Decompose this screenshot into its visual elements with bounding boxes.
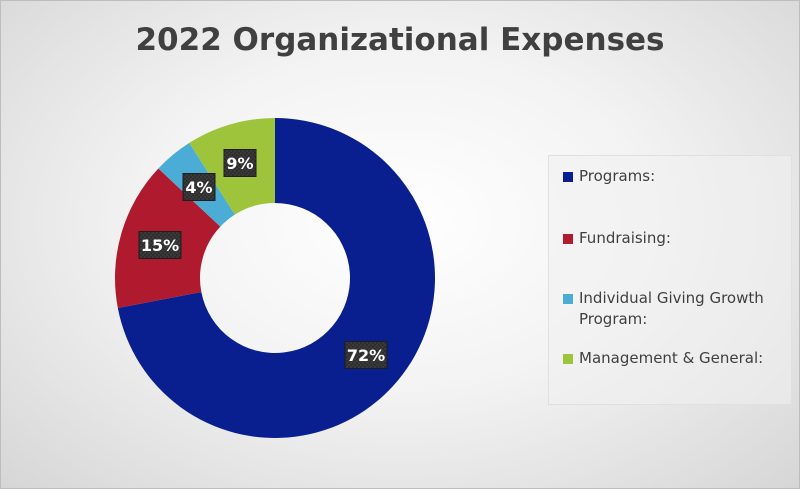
legend-label-individual-giving: Individual Giving Growth Program: [579,289,764,328]
data-label-individual-giving: 4% [182,173,216,201]
data-label-box-fundraising [138,231,182,259]
data-label-programs: 72% [344,341,388,369]
data-label-fundraising: 15% [138,231,182,259]
data-label-text-individual-giving: 4% [185,178,212,197]
data-label-box-individual-giving [182,173,216,201]
legend-label-programs: Programs: [579,167,656,185]
legend-label-fundraising: Fundraising: [579,229,671,247]
legend-swatch-individual-giving [563,294,573,304]
data-label-text-fundraising: 15% [141,236,179,255]
legend-swatch-management [563,354,573,364]
legend-swatch-programs [563,172,573,182]
legend-label-management: Management & General: [579,349,764,367]
chart-title: 2022 Organizational Expenses [135,22,665,58]
data-label-box-management [223,149,257,177]
data-label-text-management: 9% [226,154,253,173]
data-label-management: 9% [223,149,257,177]
legend-swatch-fundraising [563,234,573,244]
data-label-box-programs [344,341,388,369]
data-label-text-programs: 72% [347,346,385,365]
legend: Programs: Fundraising: Individual Giving… [548,155,792,405]
